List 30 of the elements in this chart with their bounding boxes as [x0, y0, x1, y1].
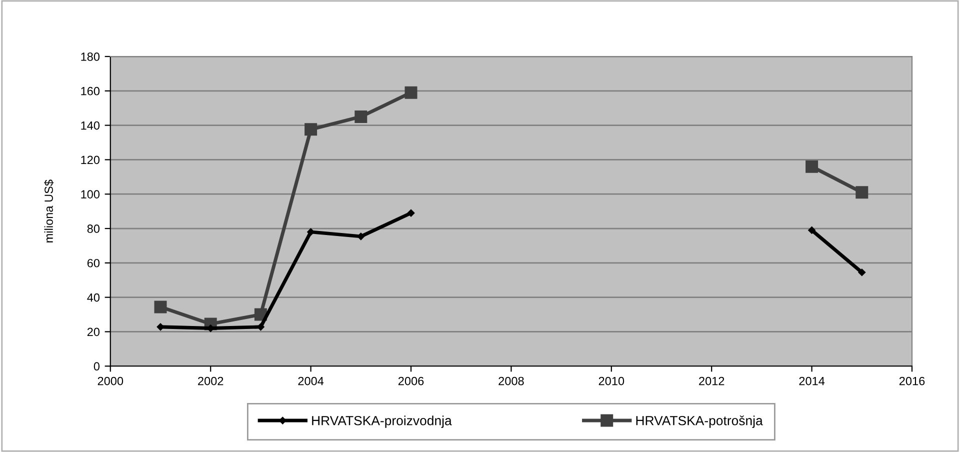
x-tick-label: 2004	[298, 376, 324, 386]
x-tick-label: 2006	[398, 376, 424, 386]
y-tick-label: 140	[81, 121, 100, 130]
legend-label: HRVATSKA-proizvodnja	[312, 416, 452, 428]
y-tick-label: 180	[81, 52, 100, 61]
y-tick-label: 0	[94, 362, 100, 371]
point	[257, 323, 264, 331]
y-tick-label: 80	[87, 224, 100, 233]
point	[357, 232, 365, 240]
y-tick-label: 160	[81, 86, 100, 96]
y-tick-label: 120	[81, 156, 100, 164]
point	[304, 123, 318, 136]
y-tick-label: 60	[87, 258, 100, 268]
legend-label: HRVATSKA-potrošnja	[636, 416, 763, 428]
point	[307, 228, 314, 236]
y-tick-label: 20	[87, 328, 100, 336]
x-tick-label: 2002	[198, 376, 224, 386]
point	[404, 86, 418, 99]
x-tick-label: 2000	[98, 376, 124, 386]
x-tick-label: 2012	[699, 376, 724, 386]
x-tick-label: 2008	[498, 376, 524, 386]
x-tick-label: 2010	[598, 376, 624, 386]
y-tick-label: 40	[87, 293, 100, 302]
point	[354, 110, 368, 123]
y-axis-title: miliona US$	[44, 180, 54, 242]
point	[407, 209, 415, 217]
x-tick-label: 2014	[799, 376, 825, 386]
x-tick-label: 2016	[899, 376, 925, 386]
y-tick-label: 100	[81, 190, 100, 199]
point	[154, 300, 167, 314]
